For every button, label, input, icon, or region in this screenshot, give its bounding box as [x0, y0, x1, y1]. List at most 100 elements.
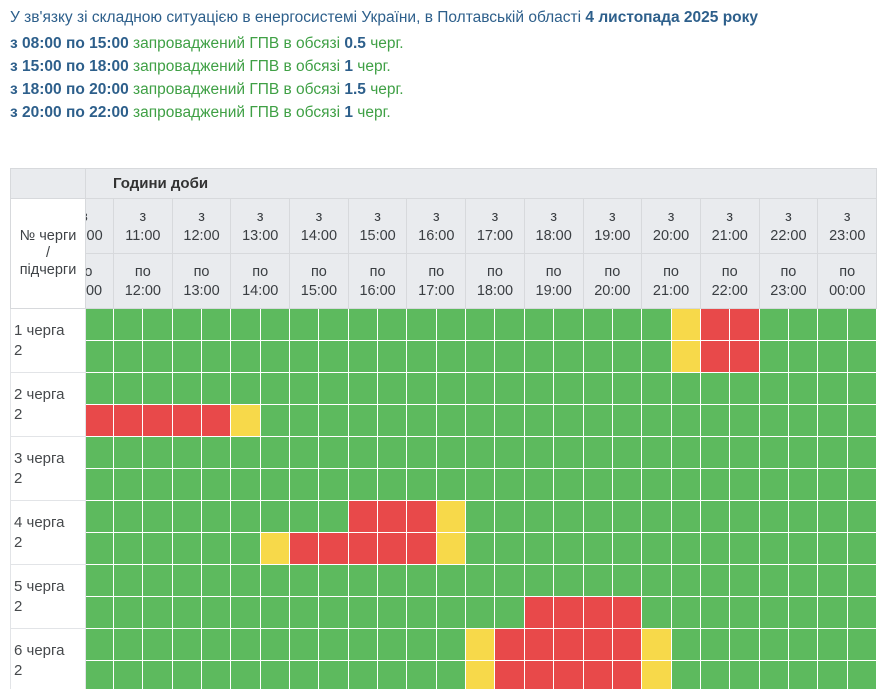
schedule-cell [230, 596, 261, 629]
time-header-time: 22:00 [711, 282, 748, 299]
period-unit: черг. [352, 104, 391, 121]
schedule-cell [347, 628, 379, 661]
queue-subrow: 2 черга 2 [10, 372, 878, 437]
time-header-time: 20:00 [652, 227, 690, 244]
queue-label: 3 черга 2 [10, 436, 86, 501]
schedule-cell [641, 532, 672, 565]
schedule-cell [729, 436, 760, 469]
schedule-cell [201, 468, 232, 501]
time-header-word: по [134, 263, 151, 280]
schedule-cell [465, 340, 496, 373]
intro-headline-text: У зв'язку зі складною ситуацією в енерго… [10, 9, 586, 26]
schedule-cell [112, 340, 144, 373]
schedule-cell [758, 628, 789, 661]
schedule-cell [729, 628, 760, 661]
schedule-cell [699, 532, 731, 565]
schedule-cell [347, 532, 379, 565]
schedule-cell [85, 596, 114, 629]
schedule-cell [582, 628, 613, 661]
time-header-word: по [252, 263, 269, 280]
queue-label: 6 черга 2 [10, 628, 86, 689]
schedule-cell [171, 404, 203, 437]
period-text: запроваджений ГПВ в обсязі [128, 81, 345, 98]
queue-subrow [11, 596, 878, 629]
time-header-time: 22:00 [770, 227, 807, 244]
schedule-cell [142, 468, 173, 501]
schedule-cell [465, 564, 496, 597]
time-header-word: з [726, 208, 734, 225]
time-header-to: по 22:00 [699, 253, 760, 309]
time-header-from: з 17:00 [465, 198, 525, 254]
time-header-word: з [198, 208, 205, 225]
time-header-word: з [609, 208, 616, 225]
time-header-to: по 19:00 [523, 253, 584, 309]
schedule-cell [758, 372, 789, 405]
schedule-cell [758, 468, 789, 501]
hours-of-day-header: Години доби [84, 168, 878, 199]
schedule-cell [611, 532, 643, 565]
queue-subrow: 6 черга 2 [10, 628, 878, 689]
schedule-cell [611, 308, 643, 341]
schedule-cell [85, 436, 114, 469]
queue-label-line1: 3 черга [14, 449, 65, 467]
queue-number-header: № черги / підчерги [10, 198, 86, 309]
schedule-cell [611, 660, 643, 689]
schedule-cell [142, 660, 173, 689]
schedule-cell [406, 596, 437, 629]
schedule-cell [494, 372, 525, 405]
schedule-cell [112, 596, 144, 629]
schedule-cell [846, 372, 878, 405]
schedule-cell [142, 404, 173, 437]
schedule-cell [582, 564, 613, 597]
time-header-word: з [491, 208, 499, 225]
schedule-cell [201, 372, 232, 405]
schedule-cell [729, 404, 760, 437]
schedule-cell [377, 500, 408, 533]
queue-label-line2: 2 [14, 469, 23, 487]
time-header-to: по 13:00 [171, 253, 232, 309]
schedule-cell [582, 308, 613, 341]
time-header-from: з 18:00 [523, 198, 584, 254]
schedule-cell [289, 564, 320, 597]
time-header-word: по [780, 263, 797, 280]
schedule-cell [201, 436, 232, 469]
period-amount: 1 [344, 58, 353, 75]
schedule-cell [318, 308, 349, 341]
queue-label-line1: 5 черга [14, 577, 65, 595]
schedule-cell [406, 564, 437, 597]
schedule-cell [406, 660, 437, 689]
time-header-to: по 16:00 [347, 253, 408, 309]
time-header-from: з 21:00 [699, 198, 760, 254]
schedule-cell [641, 436, 672, 469]
schedule-cell [670, 308, 701, 341]
time-header-time: 11:00 [125, 227, 161, 244]
schedule-cell [465, 628, 496, 661]
time-header-from: з 13:00 [230, 198, 291, 254]
schedule-cell [758, 500, 789, 533]
schedule-cell [112, 308, 144, 341]
schedule-cell [85, 500, 114, 533]
schedule-cell [142, 564, 173, 597]
schedule-cell [494, 308, 525, 341]
time-header-word: з [86, 209, 88, 225]
time-header-time: 12:00 [183, 227, 220, 244]
schedule-cell [494, 500, 525, 533]
period-amount: 1.5 [344, 81, 366, 98]
schedule-cell [817, 596, 848, 629]
schedule-cell [817, 532, 848, 565]
queue-number-header-line: / [45, 245, 51, 261]
schedule-cell [729, 564, 760, 597]
schedule-cell [553, 596, 584, 629]
schedule-cell [289, 628, 320, 661]
time-header-to: по 18:00 [465, 253, 525, 309]
time-header-word: з [315, 208, 323, 225]
schedule-cell [230, 564, 261, 597]
time-header-from: з 23:00 [817, 198, 878, 254]
queue-subrow [11, 532, 878, 565]
time-header-word: по [193, 263, 210, 280]
schedule-cell [435, 404, 467, 437]
schedule-cell [758, 532, 789, 565]
schedule-cell [465, 596, 496, 629]
time-header-word: по [428, 263, 445, 280]
schedule-cell [85, 372, 114, 405]
